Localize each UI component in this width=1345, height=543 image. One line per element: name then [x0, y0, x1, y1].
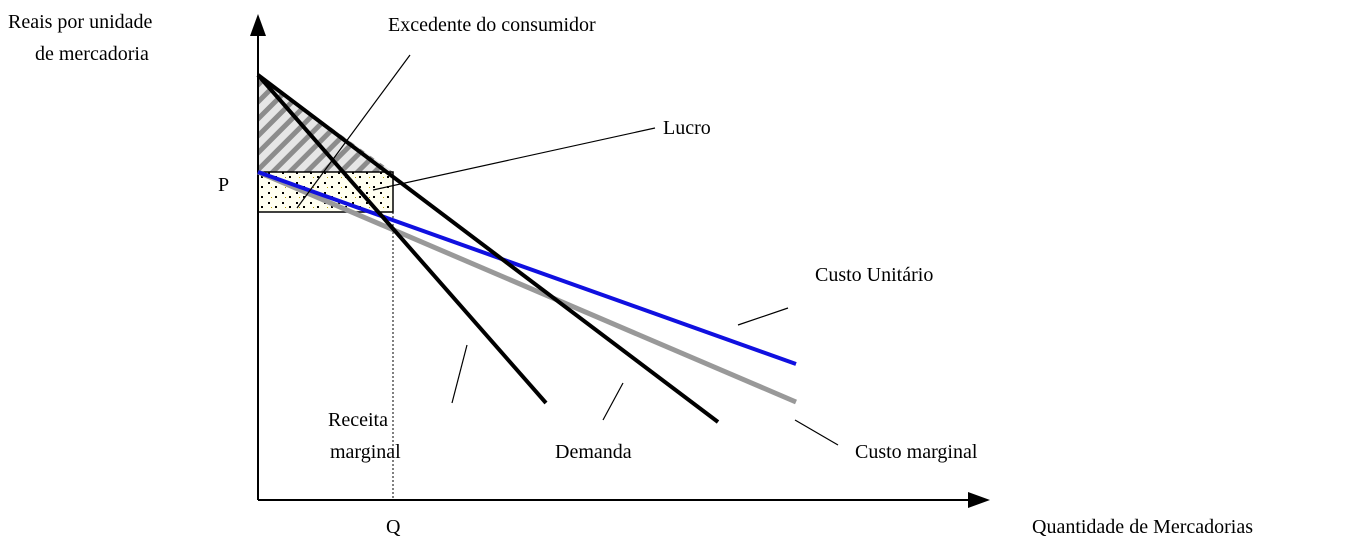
x-axis-label: Quantidade de Mercadorias [1032, 516, 1253, 538]
x-arrow [968, 492, 990, 508]
annotation: Custo marginal [855, 441, 978, 463]
demand-line [256, 73, 720, 424]
annotation: Excedente do consumidor [388, 14, 596, 36]
leader-line [372, 127, 656, 191]
leader-line [451, 344, 468, 404]
annotation: Lucro [663, 117, 711, 139]
annotation: Demanda [555, 441, 632, 463]
y-axis-label: Reais por unidade [8, 11, 153, 33]
y-arrow [250, 14, 266, 36]
annotation: marginal [330, 441, 401, 463]
q-label: Q [386, 516, 401, 538]
annotation: Custo Unitário [815, 264, 933, 286]
unit-cost-line [257, 170, 797, 366]
y-axis-label: de mercadoria [35, 43, 149, 65]
marginal-revenue-line [256, 73, 548, 405]
leader-line [794, 419, 839, 446]
leader-line [296, 54, 411, 209]
marginal-cost-line [257, 169, 797, 405]
leader-line [737, 307, 789, 326]
annotation: Receita [328, 409, 388, 431]
p-label: P [218, 174, 229, 196]
leader-line [602, 382, 624, 421]
